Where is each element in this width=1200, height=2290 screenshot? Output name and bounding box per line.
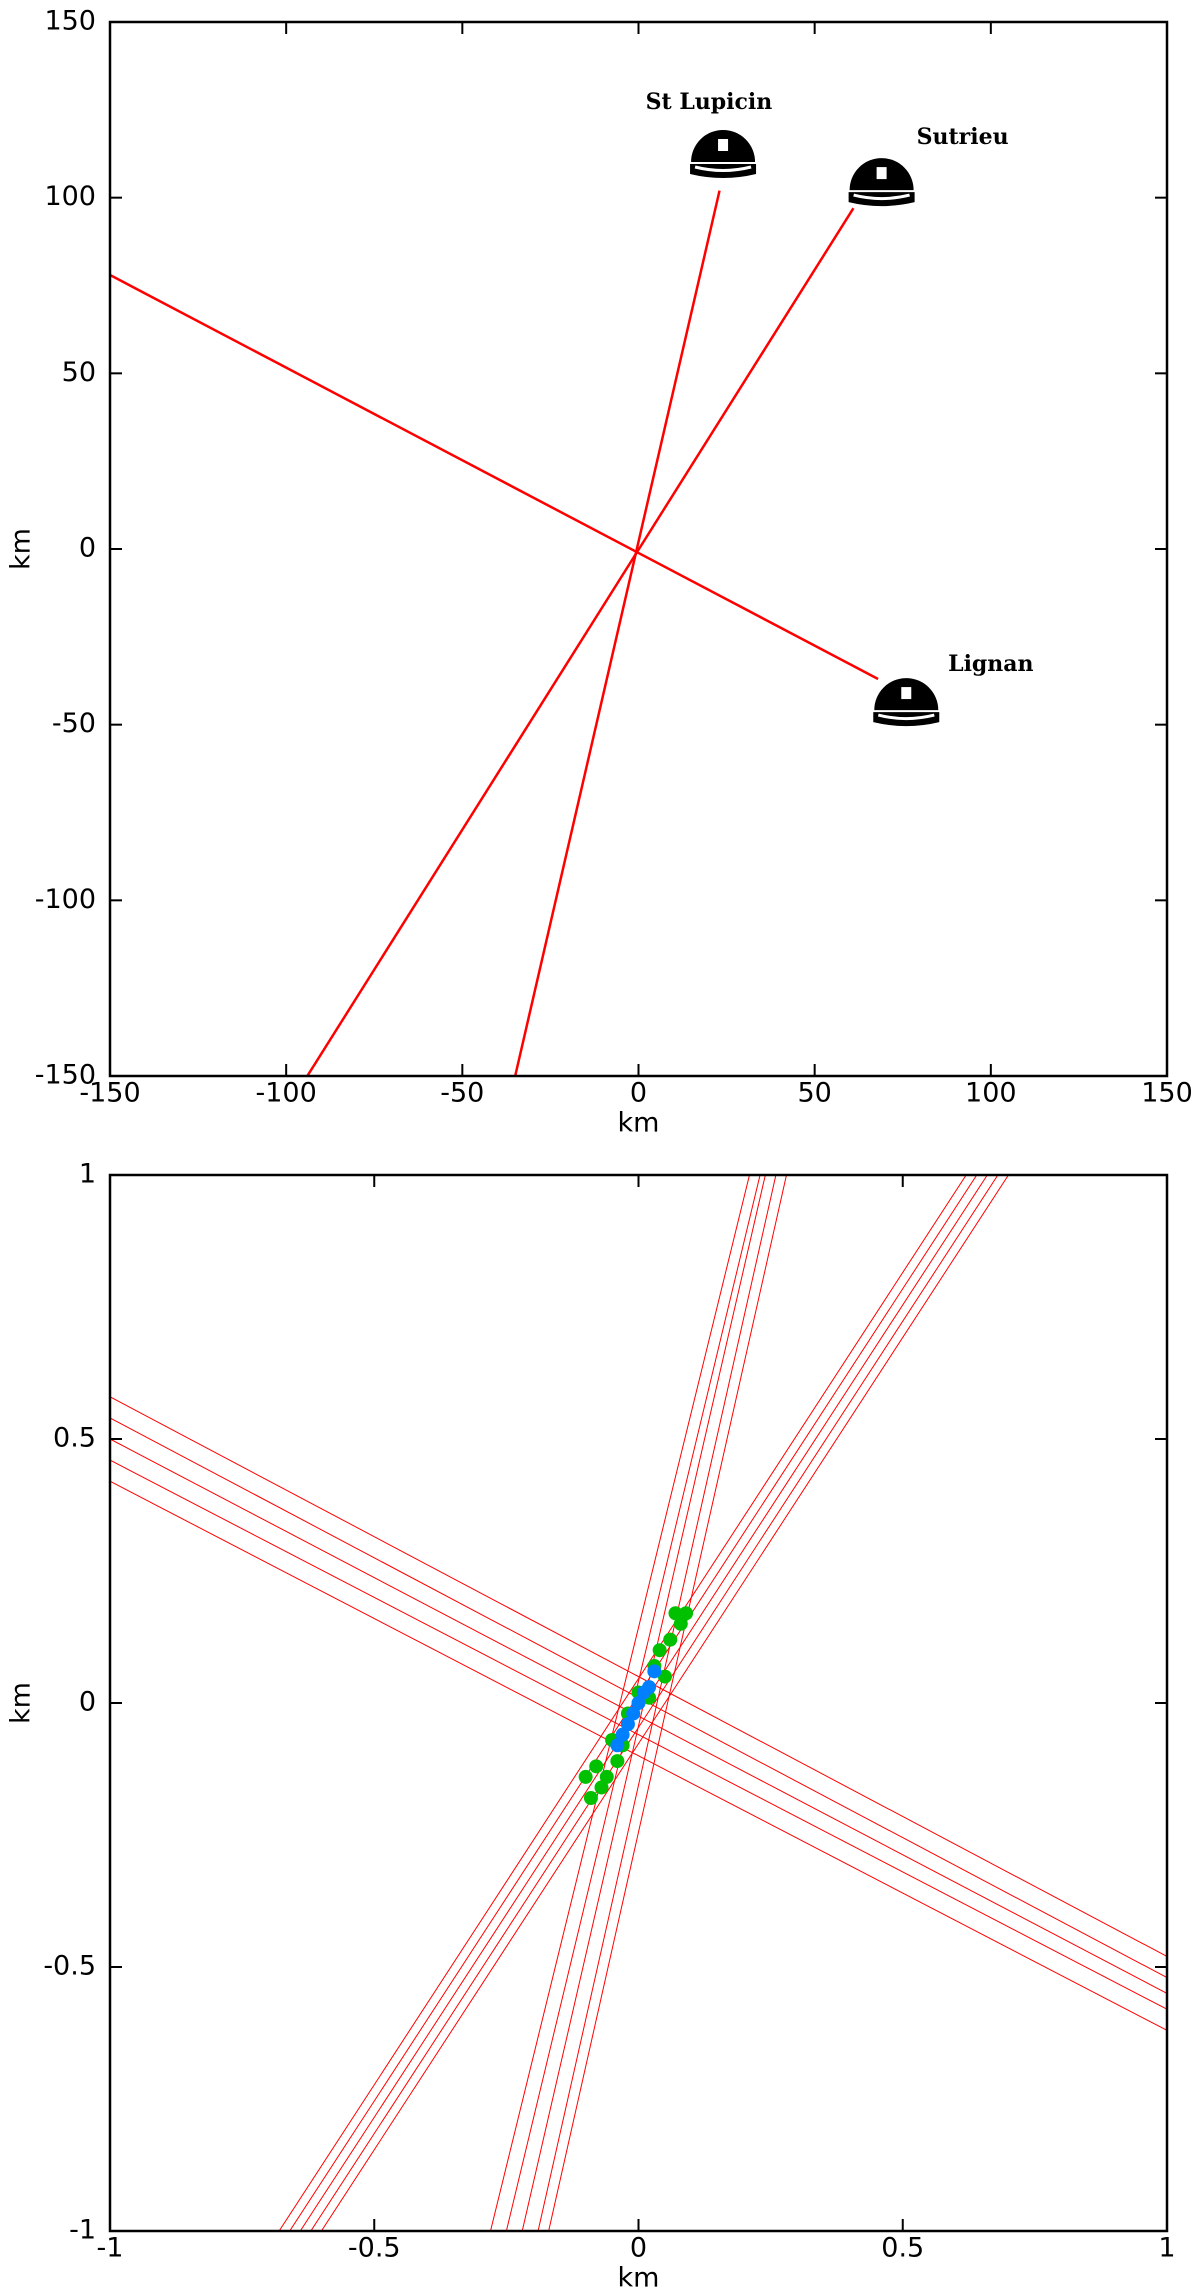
x-tick-label: 0	[630, 1078, 647, 1109]
station-icon	[690, 129, 757, 178]
point	[631, 1696, 646, 1710]
band	[877, 713, 935, 721]
x-tick-label: 100	[965, 1078, 1017, 1109]
point	[599, 1769, 614, 1784]
y-tick-label: 50	[62, 357, 96, 388]
line	[110, 273, 879, 681]
y-tick-label: -1	[69, 2215, 96, 2246]
point	[610, 1754, 625, 1769]
y-tick-label: -150	[35, 1060, 96, 1091]
point	[594, 1780, 609, 1795]
y-tick-label: -50	[52, 708, 96, 739]
x-tick-label: -1	[97, 2233, 124, 2264]
y-tick-label: 150	[44, 6, 96, 37]
point	[647, 1664, 662, 1679]
station-label: Lignan	[948, 651, 1033, 677]
y-tick-label: -0.5	[43, 1951, 96, 1982]
station-label: Sutrieu	[917, 124, 1009, 150]
point	[642, 1680, 657, 1695]
band	[853, 193, 910, 201]
y-tick-label: 100	[44, 181, 96, 212]
x-tick-label: 150	[1141, 1078, 1193, 1109]
band	[694, 165, 752, 172]
x-tick-label: 1	[1158, 2233, 1175, 2264]
point	[657, 1669, 672, 1684]
point	[583, 1791, 598, 1806]
x-tick-label: 0	[630, 2233, 647, 2264]
point	[615, 1727, 630, 1742]
x-tick-label: 0.5	[881, 2233, 924, 2264]
point	[673, 1616, 688, 1631]
slit	[874, 165, 889, 182]
y-tick-label: 0	[79, 533, 96, 564]
x-axis-label: km	[618, 1108, 660, 1139]
x-tick-label: -50	[440, 1078, 484, 1109]
point	[663, 1632, 678, 1647]
y-tick-label: 0.5	[53, 1423, 96, 1454]
slit	[899, 685, 914, 702]
y-tick-label: 1	[79, 1159, 96, 1190]
plot	[110, 1175, 1167, 2231]
point	[626, 1706, 641, 1721]
point	[679, 1606, 694, 1621]
point	[610, 1738, 625, 1753]
line	[513, 190, 721, 1076]
station-icon	[873, 678, 940, 727]
line	[306, 207, 855, 1076]
station-icon	[848, 158, 915, 207]
plot	[110, 190, 879, 1076]
y-tick-label: -100	[35, 884, 96, 915]
x-tick-label: -100	[256, 1078, 317, 1109]
point	[620, 1717, 635, 1732]
y-axis-label: km	[6, 528, 37, 570]
point	[578, 1769, 593, 1784]
y-tick-label: 0	[79, 1687, 96, 1718]
station-label: St Lupicin	[646, 89, 773, 115]
x-tick-label: -150	[79, 1078, 140, 1109]
x-tick-label: -0.5	[348, 2233, 401, 2264]
slit	[716, 136, 731, 153]
x-axis-label: km	[618, 2263, 660, 2290]
y-axis-label: km	[6, 1682, 37, 1724]
x-tick-label: 50	[797, 1078, 831, 1109]
point	[668, 1606, 683, 1621]
point	[652, 1643, 667, 1658]
point	[589, 1759, 604, 1774]
